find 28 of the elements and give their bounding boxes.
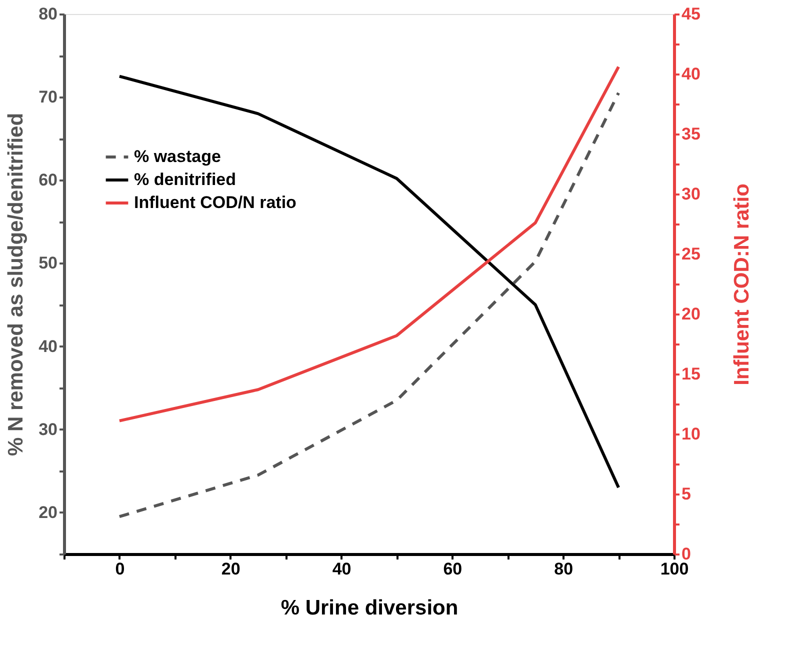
- y2-tick-label: 10: [682, 424, 700, 444]
- y2-tick-label: 5: [682, 484, 691, 504]
- y2-tick-label: 25: [682, 244, 700, 264]
- legend-label: % wastage: [134, 147, 221, 166]
- y-axis-title: % N removed as sludge/denitrified: [4, 112, 28, 456]
- y-tick-label: 80: [38, 4, 58, 24]
- y-tick-label: 70: [38, 88, 58, 107]
- x-tick-label: 60: [443, 560, 462, 578]
- x-tick-label: 80: [554, 560, 574, 578]
- y-tick-label: 40: [38, 336, 58, 356]
- y-tick-label: 20: [38, 502, 58, 522]
- line-series: [118, 65, 620, 422]
- y2-tick-label: 45: [682, 4, 700, 24]
- y2-axis-title: Influent COD:N ratio: [730, 184, 754, 386]
- y2-tick-label: 40: [682, 64, 700, 84]
- x-tick-label: 20: [221, 560, 240, 578]
- legend-label: Influent COD/N ratio: [134, 193, 296, 212]
- y2-tick-label: 20: [682, 304, 700, 324]
- y-tick-label: 50: [38, 254, 58, 273]
- x-tick-label: 40: [332, 560, 352, 578]
- y-tick-label: 60: [38, 170, 58, 190]
- y2-tick-label: 30: [682, 184, 700, 204]
- y-tick-label: 30: [38, 420, 58, 439]
- y2-tick-label: 15: [682, 364, 700, 384]
- x-tick-label: 0: [115, 560, 125, 578]
- legend-label: % denitrified: [134, 170, 236, 189]
- y2-tick-label: 35: [682, 124, 700, 144]
- x-axis-title: % Urine diversion: [280, 596, 458, 620]
